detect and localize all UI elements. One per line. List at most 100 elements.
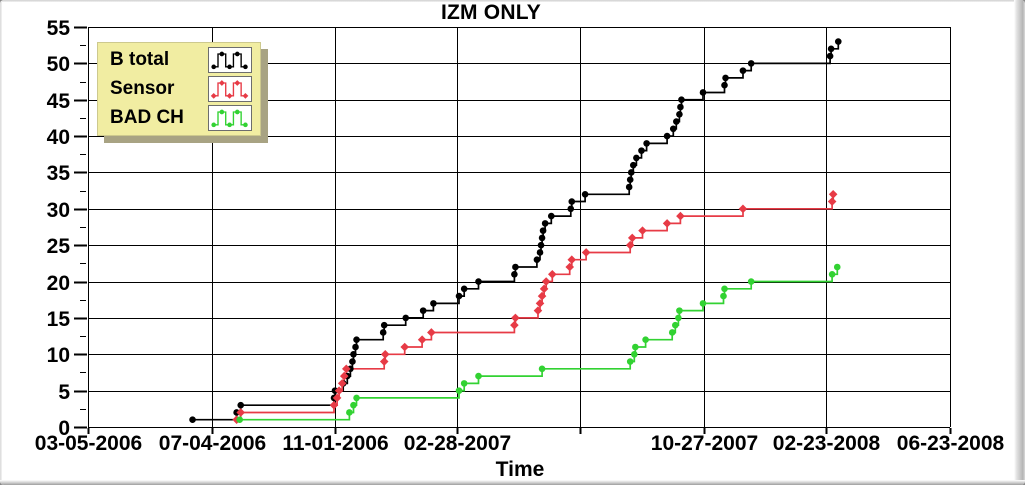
series-markers-2 — [236, 263, 841, 424]
data-point — [643, 140, 650, 147]
legend-marker-dot — [243, 122, 248, 128]
legend-label-bad-ch: BAD CH — [110, 107, 184, 128]
legend-row-b-total[interactable]: B total — [110, 47, 252, 73]
data-point — [722, 74, 729, 82]
data-point — [511, 270, 518, 278]
legend-marker-dot — [211, 122, 217, 128]
x-tick-label: 07-04-2006 — [159, 432, 266, 455]
data-point — [380, 349, 390, 359]
y-tick-label: 5 — [58, 381, 70, 404]
data-point — [627, 233, 637, 243]
data-point — [581, 190, 589, 198]
y-tick-label: 55 — [47, 17, 71, 40]
data-point — [350, 401, 357, 409]
data-point — [510, 320, 519, 330]
data-point — [379, 357, 389, 366]
chart-title: IZM ONLY — [441, 1, 541, 24]
legend-marker-dot — [227, 64, 232, 70]
x-tick-label: 02-28-2007 — [404, 432, 511, 455]
data-point — [827, 45, 835, 53]
data-point — [353, 336, 360, 344]
data-point — [827, 197, 837, 206]
data-point — [721, 81, 728, 89]
data-point — [738, 204, 748, 214]
y-tick-label: 25 — [47, 235, 71, 258]
data-point — [548, 269, 557, 279]
legend-marker-dot — [227, 122, 232, 128]
data-point — [581, 248, 591, 257]
data-point — [676, 307, 683, 314]
x-tick-label: 03-05-2006 — [35, 432, 142, 455]
data-point — [565, 262, 575, 272]
y-tick-label: 40 — [47, 126, 70, 149]
data-point — [237, 401, 245, 409]
data-point — [189, 416, 196, 424]
bad-ch-step-line-icon — [208, 105, 252, 131]
data-point — [541, 220, 549, 227]
data-point — [663, 132, 671, 140]
data-point — [626, 358, 634, 365]
data-point — [662, 219, 672, 228]
x-tick-label: 02-23-2008 — [773, 432, 881, 455]
data-point — [455, 387, 463, 394]
data-point — [675, 314, 682, 322]
data-point — [625, 240, 635, 250]
data-point — [677, 103, 684, 111]
legend-marker-dot — [210, 92, 217, 99]
series-line-1 — [236, 194, 835, 421]
data-point — [337, 379, 347, 388]
data-point — [332, 393, 342, 403]
data-point — [475, 278, 482, 285]
data-point — [539, 227, 547, 234]
data-point — [633, 154, 640, 162]
data-point — [638, 147, 645, 154]
data-point — [547, 212, 555, 220]
y-tick-label: 35 — [47, 162, 71, 185]
series-markers-0 — [189, 38, 842, 424]
data-point — [678, 96, 685, 104]
y-tick-label: 30 — [47, 199, 70, 222]
data-point — [627, 169, 635, 176]
data-point — [533, 256, 541, 264]
legend-label-sensor: Sensor — [110, 78, 175, 99]
data-point — [341, 364, 351, 374]
legend-marker-dot — [243, 64, 248, 70]
data-point — [353, 394, 360, 402]
series-line-0 — [192, 41, 840, 421]
y-tick-label: 50 — [47, 53, 70, 76]
legend-row-sensor[interactable]: Sensor — [110, 76, 252, 102]
y-tick-label: 10 — [47, 344, 70, 367]
window-bevel-bottom — [0, 480, 1025, 485]
data-point — [699, 300, 707, 307]
data-point — [349, 358, 356, 365]
data-point — [400, 342, 410, 352]
data-point — [676, 211, 685, 221]
data-point — [535, 299, 545, 308]
data-point — [538, 234, 546, 242]
data-point — [427, 328, 436, 337]
data-point — [638, 226, 647, 235]
x-tick-label: 06-23-2008 — [897, 432, 1005, 455]
data-point — [460, 285, 468, 293]
legend-row-bad-ch[interactable]: BAD CH — [110, 105, 252, 131]
x-axis-title: Time — [495, 458, 545, 481]
legend-marker-dot — [218, 80, 225, 86]
data-point — [346, 409, 353, 416]
data-point — [380, 321, 388, 329]
data-point — [739, 67, 747, 74]
sensor-step-line-icon — [208, 76, 252, 102]
data-point — [417, 335, 427, 345]
data-point — [568, 198, 576, 205]
data-point — [834, 38, 842, 45]
data-point — [668, 329, 676, 336]
y-tick-label: 20 — [47, 272, 70, 295]
window-bevel-right — [1014, 0, 1025, 485]
window-bevel-top — [0, 0, 1025, 2]
data-point — [629, 161, 637, 169]
data-point — [833, 263, 841, 271]
data-point — [541, 277, 551, 286]
legend-marker-dot — [219, 51, 225, 57]
y-tick-label: 15 — [47, 308, 71, 331]
data-point — [533, 306, 543, 315]
